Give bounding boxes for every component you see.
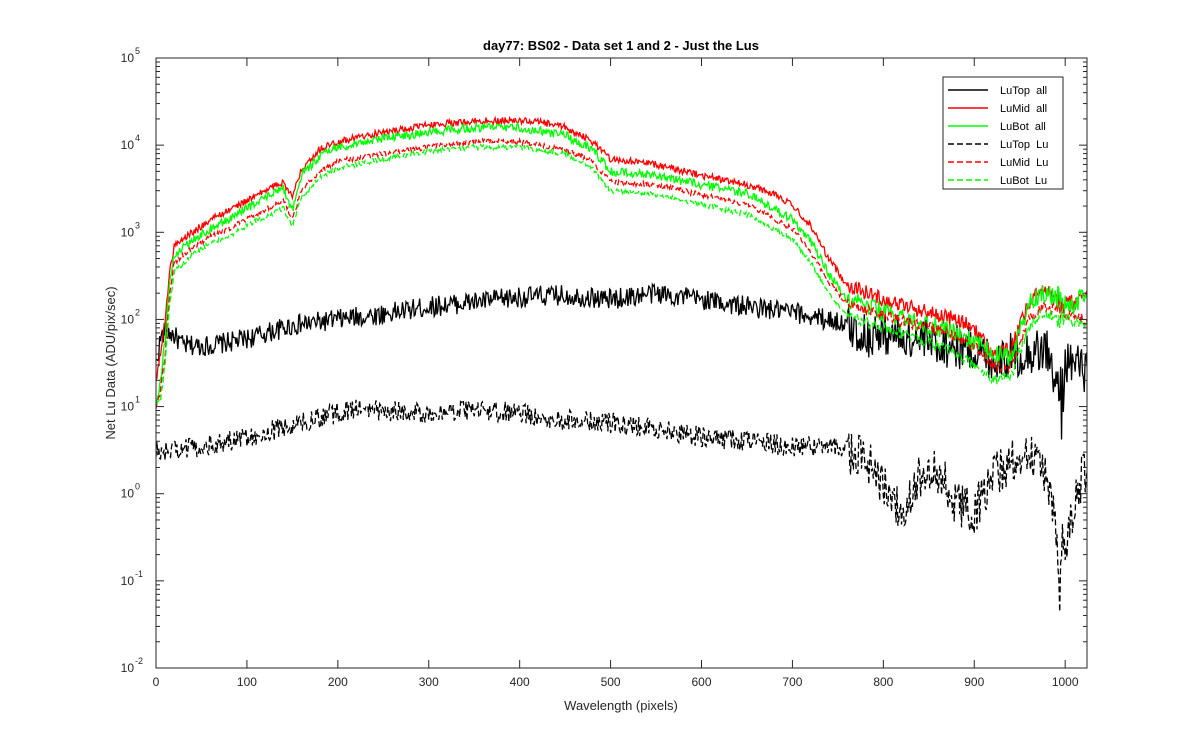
x-tick-label: 700 bbox=[782, 675, 802, 689]
y-tick-exponent: 4 bbox=[135, 133, 140, 143]
legend-label: LuBot Lu bbox=[1000, 175, 1047, 187]
legend: LuTop all LuMid all LuBot all LuTop Lu LuMid… bbox=[942, 76, 1064, 190]
x-tick-label: 300 bbox=[419, 675, 439, 689]
series-line-5 bbox=[156, 137, 1087, 409]
series-line-1 bbox=[156, 282, 1087, 440]
y-tick-label: 10 4 bbox=[121, 133, 140, 152]
y-tick-label: 10 -2 bbox=[121, 656, 143, 675]
y-tick-base: 10 bbox=[121, 400, 135, 414]
y-tick-exponent: -1 bbox=[135, 569, 143, 579]
legend-label: LuBot all bbox=[1000, 121, 1046, 133]
legend-label: LuMid all bbox=[1000, 103, 1047, 115]
chart-title: day77: BS02 - Data set 1 and 2 - Just th… bbox=[483, 38, 759, 53]
x-tick-label: 400 bbox=[510, 675, 530, 689]
y-tick-label: 10 -1 bbox=[121, 569, 143, 588]
y-tick-exponent: -2 bbox=[135, 656, 143, 666]
y-tick-base: 10 bbox=[121, 661, 135, 675]
series-line-4 bbox=[156, 398, 1087, 612]
x-tick-label: 200 bbox=[328, 675, 348, 689]
y-tick-label: 10 2 bbox=[121, 307, 140, 326]
series-line-6 bbox=[156, 142, 1087, 405]
y-tick-base: 10 bbox=[121, 51, 135, 65]
legend-label: LuMid Lu bbox=[1000, 157, 1048, 169]
y-tick-label: 10 1 bbox=[121, 395, 140, 414]
y-tick-exponent: 1 bbox=[135, 395, 140, 405]
y-axis-label: Net Lu Data (ADU/pix/sec) bbox=[103, 286, 118, 439]
x-axis-label: Wavelength (pixels) bbox=[564, 698, 678, 713]
y-tick-label: 10 3 bbox=[121, 220, 140, 239]
y-tick-base: 10 bbox=[121, 487, 135, 501]
y-tick-exponent: 3 bbox=[135, 220, 140, 230]
x-tick-label: 100 bbox=[237, 675, 257, 689]
x-tick-label: 500 bbox=[601, 675, 621, 689]
x-tick-label: 600 bbox=[691, 675, 711, 689]
y-tick-base: 10 bbox=[121, 312, 135, 326]
y-tick-label: 10 0 bbox=[121, 482, 140, 501]
y-tick-exponent: 5 bbox=[135, 46, 140, 56]
y-tick-exponent: 0 bbox=[135, 482, 140, 492]
x-tick-label: 800 bbox=[873, 675, 893, 689]
y-tick-base: 10 bbox=[121, 574, 135, 588]
legend-box bbox=[942, 76, 1064, 190]
legend-label: LuTop all bbox=[1000, 85, 1047, 97]
x-tick-label: 1000 bbox=[1052, 675, 1079, 689]
y-tick-exponent: 2 bbox=[135, 307, 140, 317]
y-tick-base: 10 bbox=[121, 138, 135, 152]
legend-label: LuTop Lu bbox=[1000, 139, 1048, 151]
y-tick-label: 10 5 bbox=[121, 46, 140, 65]
y-tick-base: 10 bbox=[121, 225, 135, 239]
x-axis: 0 100 200 300 400 500 600 700 800 900 1000 bbox=[153, 58, 1079, 689]
axes-box bbox=[155, 57, 1088, 669]
x-tick-label: 900 bbox=[964, 675, 984, 689]
series-line-2 bbox=[156, 115, 1087, 381]
x-tick-label: 0 bbox=[153, 675, 160, 689]
series-layer bbox=[156, 115, 1087, 612]
